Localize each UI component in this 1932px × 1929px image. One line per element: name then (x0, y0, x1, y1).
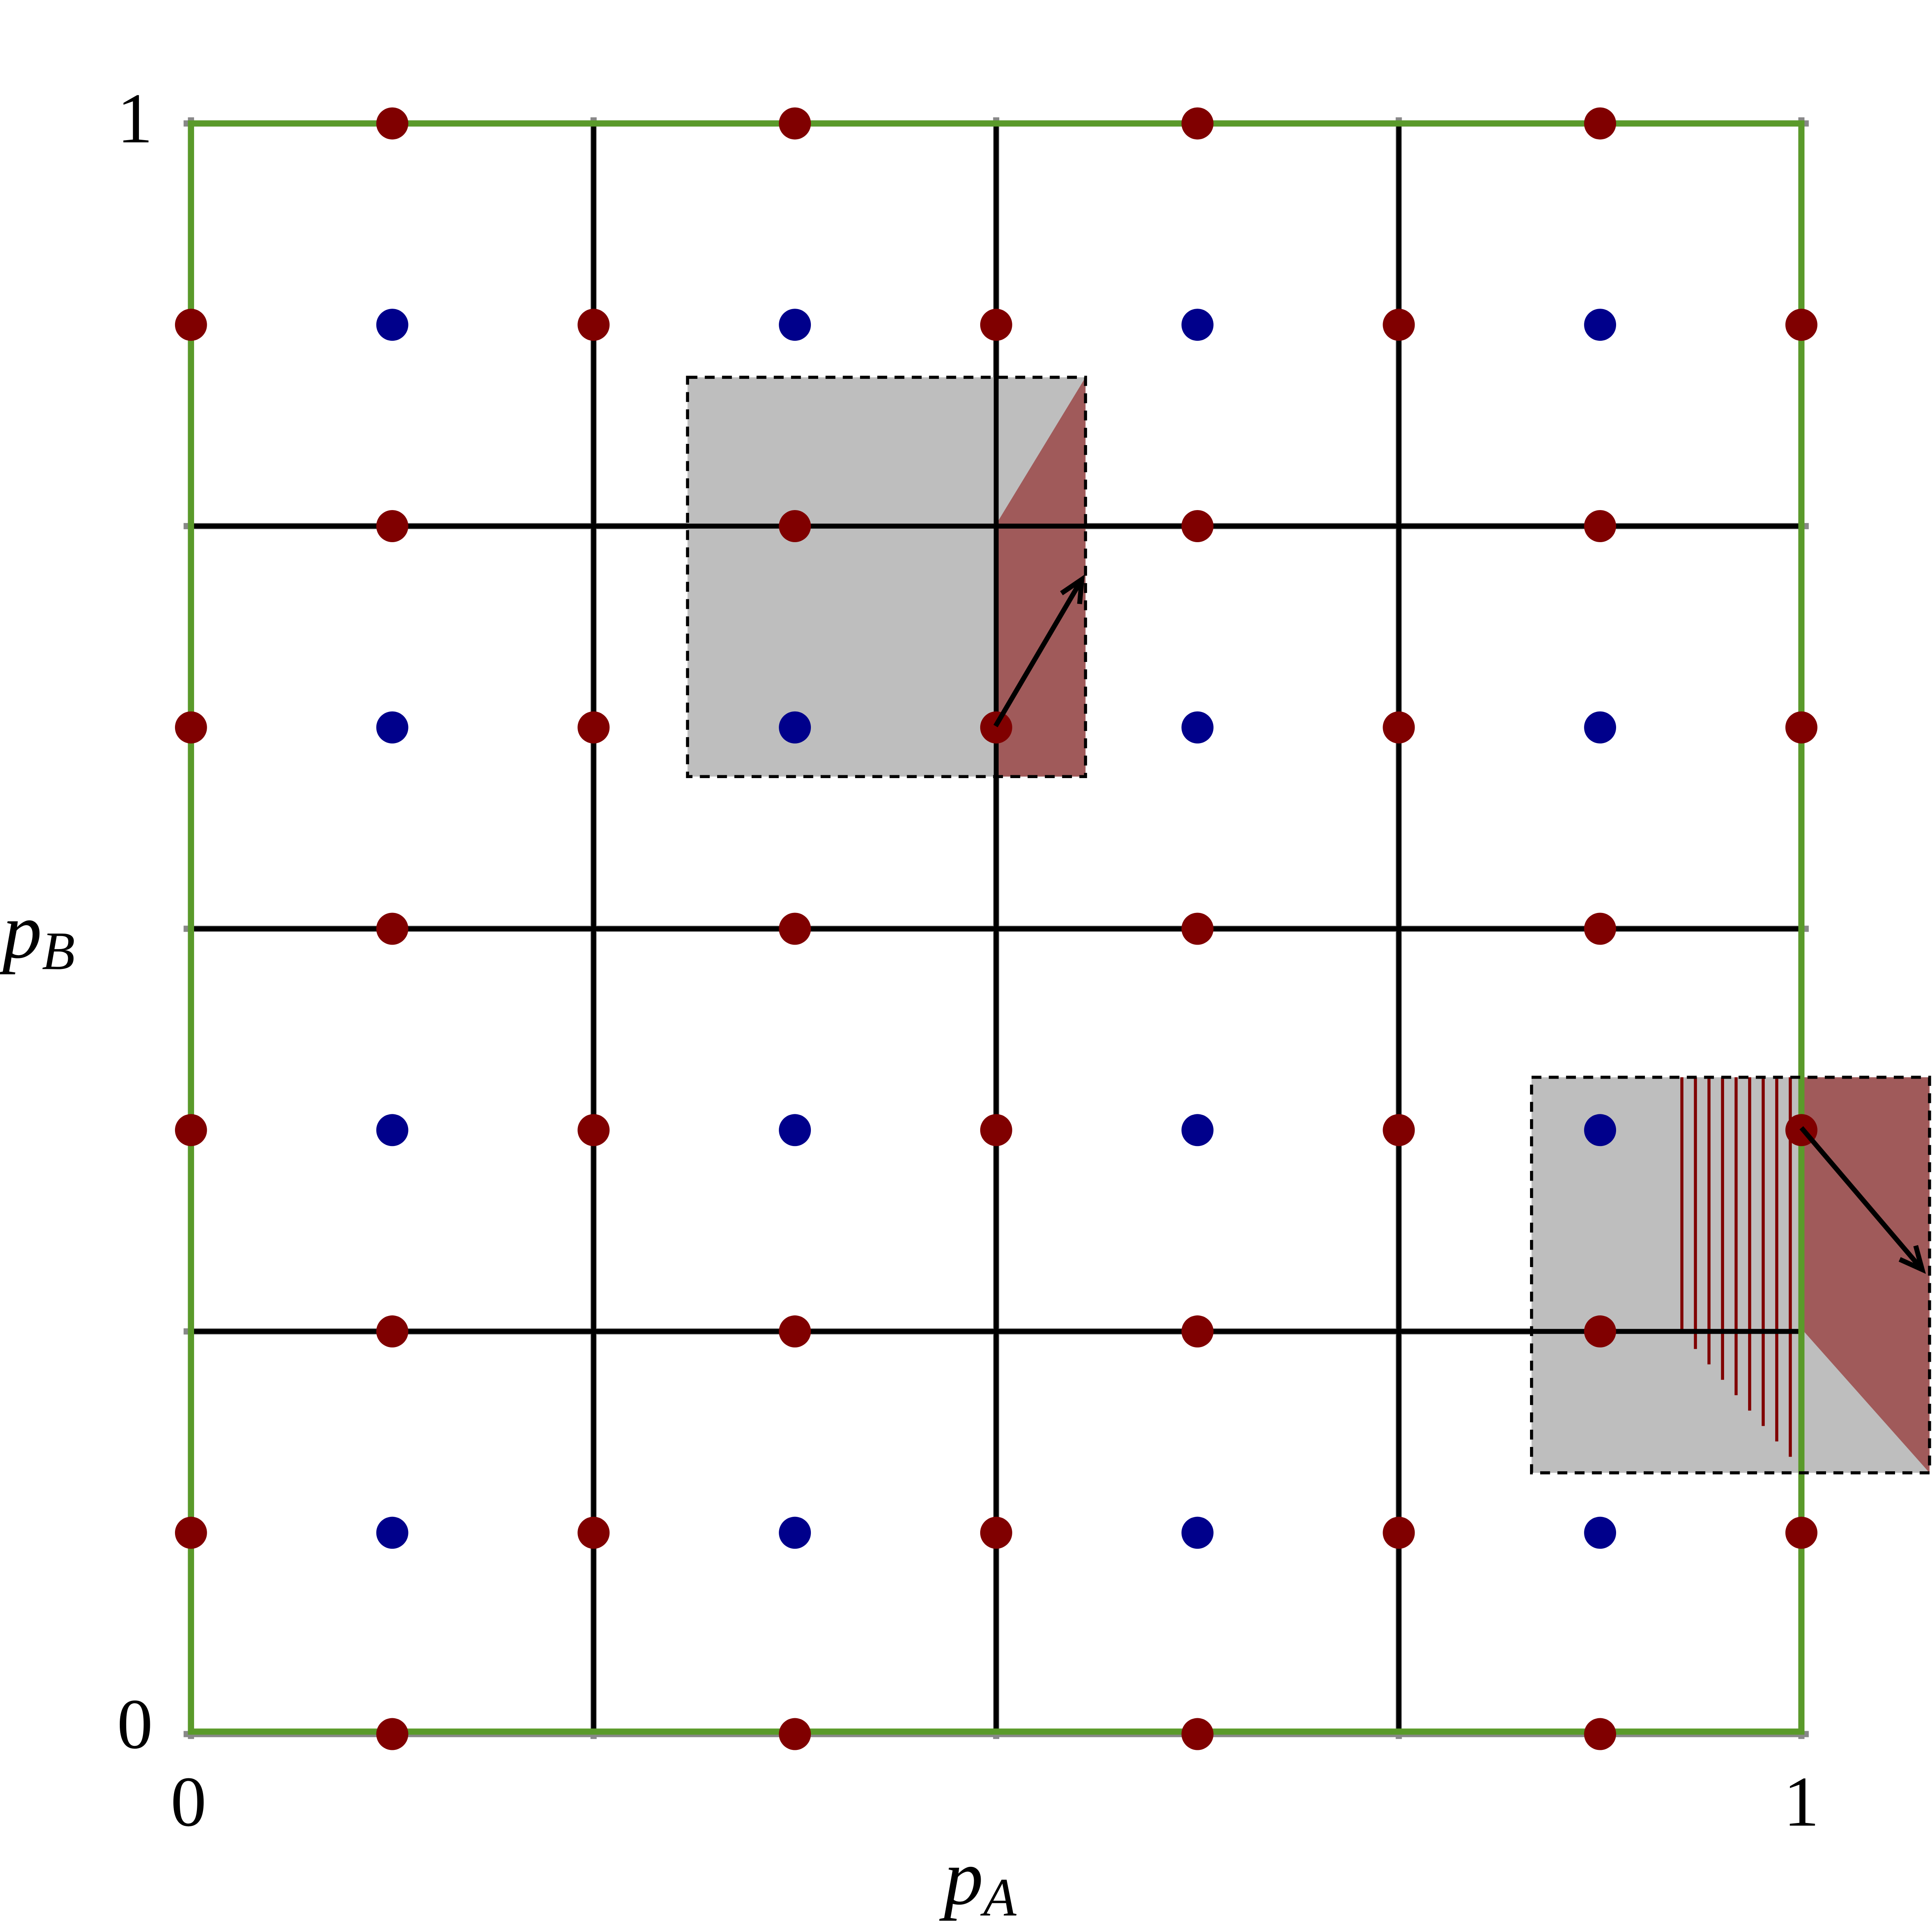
red-dot (980, 1516, 1012, 1549)
red-dot (1584, 1718, 1616, 1750)
red-dot (376, 913, 408, 945)
y-axis-label-sub: B (42, 921, 75, 981)
red-dot (779, 107, 811, 140)
box-outline (1530, 1075, 1931, 1475)
red-dot (376, 510, 408, 542)
arrow-head (1898, 1245, 1926, 1274)
red-dot (1181, 913, 1214, 945)
red-dot (980, 711, 1012, 744)
x-axis-label: pA (939, 1834, 1016, 1927)
blue-dot (376, 1114, 408, 1146)
blue-dot (1181, 711, 1214, 744)
red-dot (1785, 711, 1817, 744)
blue-dot (1584, 309, 1616, 341)
blue-dot (1584, 711, 1616, 744)
blue-dot (1584, 1516, 1616, 1549)
box-outline (686, 376, 1087, 779)
red-dot (1181, 1315, 1214, 1347)
red-dot (577, 711, 610, 744)
red-dot (1181, 510, 1214, 542)
red-dot (376, 107, 408, 140)
blue-dot (1181, 1516, 1214, 1549)
red-dot (1584, 107, 1616, 140)
red-dot (779, 913, 811, 945)
x-tick-label: 0 (171, 1762, 206, 1841)
red-dot (1785, 309, 1817, 341)
red-dot (175, 711, 207, 744)
red-dot (577, 309, 610, 341)
red-dot (1584, 1315, 1616, 1347)
red-dot (376, 1718, 408, 1750)
blue-dot (1181, 1114, 1214, 1146)
x-axis-label-main: p (939, 1834, 983, 1921)
y-tick-label: 1 (117, 79, 153, 158)
x-tick-label: 1 (1783, 1762, 1819, 1841)
red-dot (779, 1718, 811, 1750)
y-tick-label: 0 (117, 1685, 153, 1764)
red-dot (779, 510, 811, 542)
blue-dot (779, 711, 811, 744)
blue-dot (1181, 309, 1214, 341)
red-dot (175, 309, 207, 341)
blue-dot (376, 711, 408, 744)
red-dot (980, 1114, 1012, 1146)
region-red (1801, 1077, 1930, 1473)
red-dot (1383, 1114, 1415, 1146)
red-dot (1584, 510, 1616, 542)
blue-dot (376, 1516, 408, 1549)
red-dot (1181, 107, 1214, 140)
arrow-head (1060, 574, 1085, 604)
red-dot (1383, 1516, 1415, 1549)
x-axis-label-sub: A (980, 1867, 1016, 1927)
y-axis-label: pB (0, 887, 75, 981)
red-dot (1383, 711, 1415, 744)
red-dot (376, 1315, 408, 1347)
arrow (993, 578, 1084, 727)
blue-dot (376, 309, 408, 341)
y-axis-label-main: p (0, 887, 42, 975)
blue-dot (779, 1516, 811, 1549)
red-dot (1785, 1516, 1817, 1549)
blue-dot (779, 1114, 811, 1146)
shapes (175, 107, 1931, 1750)
red-dot (980, 309, 1012, 341)
red-dot (1584, 913, 1616, 945)
blue-dot (779, 309, 811, 341)
red-dot (577, 1114, 610, 1146)
red-dot (175, 1516, 207, 1549)
border (188, 120, 1804, 1735)
red-dot (1383, 309, 1415, 341)
red-dot (175, 1114, 207, 1146)
blue-dot (1584, 1114, 1616, 1146)
arrow (1799, 1126, 1924, 1271)
region-red (995, 377, 1086, 777)
red-dot (577, 1516, 610, 1549)
red-dot (779, 1315, 811, 1347)
red-dot (1181, 1718, 1214, 1750)
